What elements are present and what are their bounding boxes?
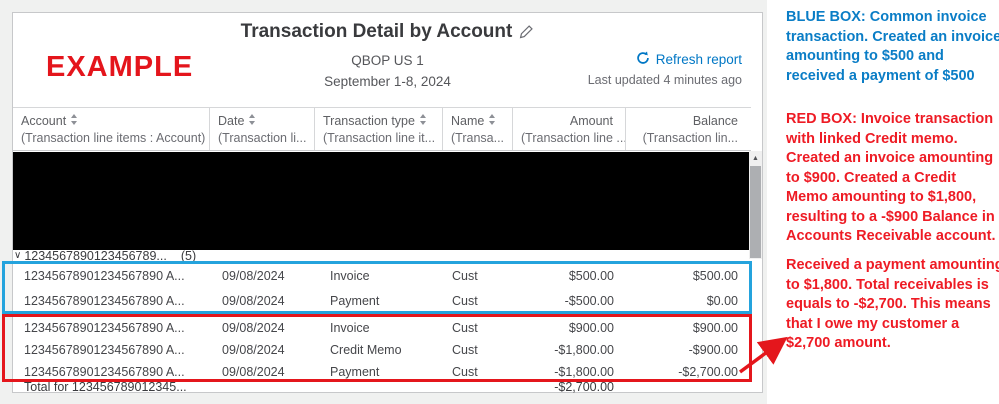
- sort-icon[interactable]: [419, 114, 427, 125]
- blue-annotation-box: [2, 261, 752, 314]
- note-line: that I owe my customer a: [786, 315, 960, 332]
- column-sublabel: (Transaction line items : Account): [21, 131, 206, 145]
- sort-icon[interactable]: [489, 114, 496, 125]
- cell-balance: $0.00: [706, 294, 738, 308]
- column-label: Account: [21, 114, 67, 128]
- edit-title-pencil-icon[interactable]: [519, 23, 534, 45]
- column-sublabel: (Transaction lin...: [642, 131, 738, 145]
- sort-icon[interactable]: [71, 114, 78, 125]
- cell-amount: $500.00: [568, 269, 614, 283]
- cell-balance: $900.00: [692, 321, 738, 335]
- group-row-count: (5): [180, 248, 197, 263]
- cell-balance: $500.00: [692, 269, 738, 283]
- table-row[interactable]: 12345678901234567890 A... 09/08/2024 Inv…: [13, 317, 751, 339]
- column-label: Date: [218, 114, 245, 128]
- note-line: Created an invoice amounting: [786, 150, 994, 166]
- company-name: QBOP US 1: [351, 53, 424, 68]
- group-header-row[interactable]: ∨ 1234567890123456789... (5): [14, 248, 197, 263]
- cell-transaction-type: Payment: [330, 365, 380, 379]
- column-sublabel: (Transaction li...: [218, 131, 307, 145]
- cell-date: 09/08/2024: [222, 269, 285, 283]
- report-title-text: Transaction Detail by Account: [240, 21, 513, 42]
- note-line: to $900. Created a Credit: [786, 169, 957, 186]
- cell-account: 12345678901234567890 A...: [24, 294, 185, 308]
- cell-account: 12345678901234567890 A...: [24, 269, 185, 283]
- table-row[interactable]: 12345678901234567890 A... 09/08/2024 Inv…: [13, 264, 751, 289]
- example-watermark: EXAMPLE: [46, 51, 194, 83]
- cell-transaction-type: Invoice: [330, 321, 370, 335]
- sort-icon[interactable]: [249, 114, 256, 125]
- cell-amount: -$500.00: [564, 294, 614, 308]
- column-header-amount[interactable]: Amount (Transaction line ...: [513, 108, 626, 150]
- cell-amount: -$1,800.00: [554, 343, 614, 357]
- cell-date: 09/08/2024: [222, 321, 285, 335]
- refresh-label: Refresh report: [655, 52, 742, 67]
- cell-name: Cust: [452, 343, 478, 357]
- cell-transaction-type: Credit Memo: [330, 343, 402, 357]
- blue-box-note: BLUE BOX: Common invoice transaction. Cr…: [786, 8, 999, 86]
- note-line: received a payment of $500: [786, 67, 975, 84]
- note-line: resulting to a -$900 Balance in: [786, 208, 995, 225]
- cell-name: Cust: [452, 365, 478, 379]
- collapse-caret-icon[interactable]: ∨: [14, 250, 22, 261]
- note-line: equals to -$2,700. This means: [786, 296, 991, 312]
- refresh-report-button[interactable]: Refresh report: [636, 51, 742, 68]
- cell-account: 12345678901234567890 A...: [24, 343, 185, 357]
- total-label: Total for 123456789012345...: [24, 381, 187, 393]
- note-line: $2,700 amount.: [786, 335, 891, 351]
- cell-transaction-type: Invoice: [330, 269, 370, 283]
- cell-name: Cust: [452, 294, 478, 308]
- report-date-range: September 1-8, 2024: [324, 74, 451, 89]
- note-line: Received a payment amounting: [786, 257, 999, 273]
- cell-name: Cust: [452, 321, 478, 335]
- scroll-up-icon[interactable]: ▲: [749, 151, 762, 166]
- red-box-note: RED BOX: Invoice transaction with linked…: [786, 110, 998, 247]
- redacted-block: [13, 152, 749, 250]
- page-title: Transaction Detail by Account: [12, 21, 763, 45]
- column-header-name[interactable]: Name (Transa...: [443, 108, 513, 150]
- group-account-label: 1234567890123456789...: [24, 248, 167, 263]
- table-row[interactable]: 12345678901234567890 A... 09/08/2024 Cre…: [13, 339, 751, 361]
- column-sublabel: (Transaction line it...: [323, 131, 436, 145]
- column-header-transaction-type[interactable]: Transaction type (Transaction line it...: [315, 108, 443, 150]
- note-line: to $1,800. Total receivables is: [786, 276, 989, 293]
- cell-date: 09/08/2024: [222, 365, 285, 379]
- column-label: Transaction type: [323, 114, 415, 128]
- cell-account: 12345678901234567890 A...: [24, 321, 185, 335]
- column-label: Name: [451, 114, 485, 128]
- red-annotation-box: [2, 314, 752, 382]
- table-row[interactable]: 12345678901234567890 A... 09/08/2024 Pay…: [13, 361, 751, 383]
- cell-name: Cust: [452, 269, 478, 283]
- cell-date: 09/08/2024: [222, 294, 285, 308]
- vertical-scrollbar[interactable]: ▲: [749, 151, 762, 259]
- note-line: amounting to $500 and: [786, 48, 944, 64]
- cell-transaction-type: Payment: [330, 294, 380, 308]
- cell-account: 12345678901234567890 A...: [24, 365, 185, 379]
- column-header-account[interactable]: Account (Transaction line items : Accoun…: [13, 108, 210, 150]
- last-updated-text: Last updated 4 minutes ago: [587, 73, 742, 87]
- column-sublabel: (Transaction line ...: [521, 131, 626, 145]
- note-line: Accounts Receivable account.: [786, 228, 996, 244]
- note-line: with linked Credit memo.: [786, 130, 958, 147]
- cell-balance: -$2,700.00: [678, 365, 738, 379]
- red-box-note-continued: Received a payment amounting to $1,800. …: [786, 256, 999, 354]
- refresh-icon: [636, 51, 650, 68]
- cell-date: 09/08/2024: [222, 343, 285, 357]
- table-header-row: Account (Transaction line items : Accoun…: [13, 107, 751, 151]
- note-line: Memo amounting to $1,800,: [786, 189, 977, 205]
- column-header-date[interactable]: Date (Transaction li...: [210, 108, 315, 150]
- total-amount: -$2,700.00: [554, 381, 614, 393]
- cell-amount: $900.00: [568, 321, 614, 335]
- column-sublabel: (Transa...: [451, 131, 505, 145]
- note-line: RED BOX: Invoice transaction: [786, 111, 994, 127]
- cell-balance: -$900.00: [688, 343, 738, 357]
- table-row[interactable]: 12345678901234567890 A... 09/08/2024 Pay…: [13, 289, 751, 314]
- note-line: BLUE BOX: Common invoice: [786, 9, 987, 25]
- cell-amount: -$1,800.00: [554, 365, 614, 379]
- column-header-balance[interactable]: Balance (Transaction lin...: [626, 108, 750, 150]
- scrollbar-thumb[interactable]: [750, 166, 761, 258]
- note-line: transaction. Created an invoice: [786, 28, 999, 45]
